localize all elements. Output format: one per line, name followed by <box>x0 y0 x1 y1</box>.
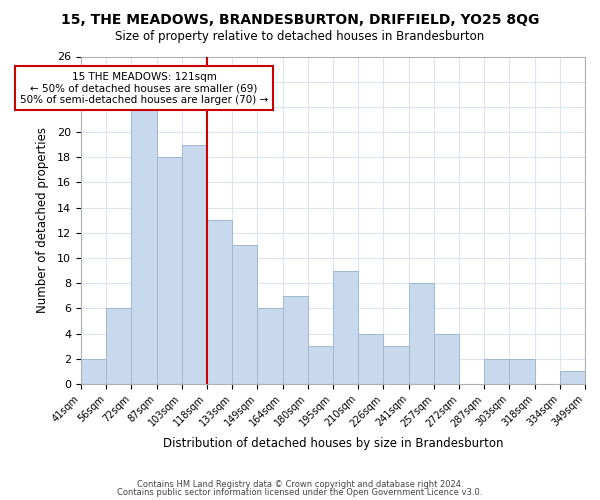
Bar <box>409 283 434 384</box>
Bar <box>484 359 509 384</box>
Bar <box>106 308 131 384</box>
Text: Size of property relative to detached houses in Brandesburton: Size of property relative to detached ho… <box>115 30 485 43</box>
Bar <box>383 346 409 384</box>
Bar <box>358 334 383 384</box>
Text: Contains public sector information licensed under the Open Government Licence v3: Contains public sector information licen… <box>118 488 482 497</box>
Bar <box>182 144 207 384</box>
Bar <box>81 359 106 384</box>
Text: 15 THE MEADOWS: 121sqm
← 50% of detached houses are smaller (69)
50% of semi-det: 15 THE MEADOWS: 121sqm ← 50% of detached… <box>20 72 268 105</box>
Bar <box>509 359 535 384</box>
Text: Contains HM Land Registry data © Crown copyright and database right 2024.: Contains HM Land Registry data © Crown c… <box>137 480 463 489</box>
X-axis label: Distribution of detached houses by size in Brandesburton: Distribution of detached houses by size … <box>163 437 503 450</box>
Bar <box>157 158 182 384</box>
Bar <box>560 372 585 384</box>
Y-axis label: Number of detached properties: Number of detached properties <box>35 127 49 313</box>
Bar <box>333 270 358 384</box>
Bar <box>434 334 459 384</box>
Bar <box>257 308 283 384</box>
Bar <box>232 246 257 384</box>
Bar <box>308 346 333 384</box>
Bar <box>207 220 232 384</box>
Bar <box>283 296 308 384</box>
Bar <box>131 107 157 384</box>
Text: 15, THE MEADOWS, BRANDESBURTON, DRIFFIELD, YO25 8QG: 15, THE MEADOWS, BRANDESBURTON, DRIFFIEL… <box>61 12 539 26</box>
